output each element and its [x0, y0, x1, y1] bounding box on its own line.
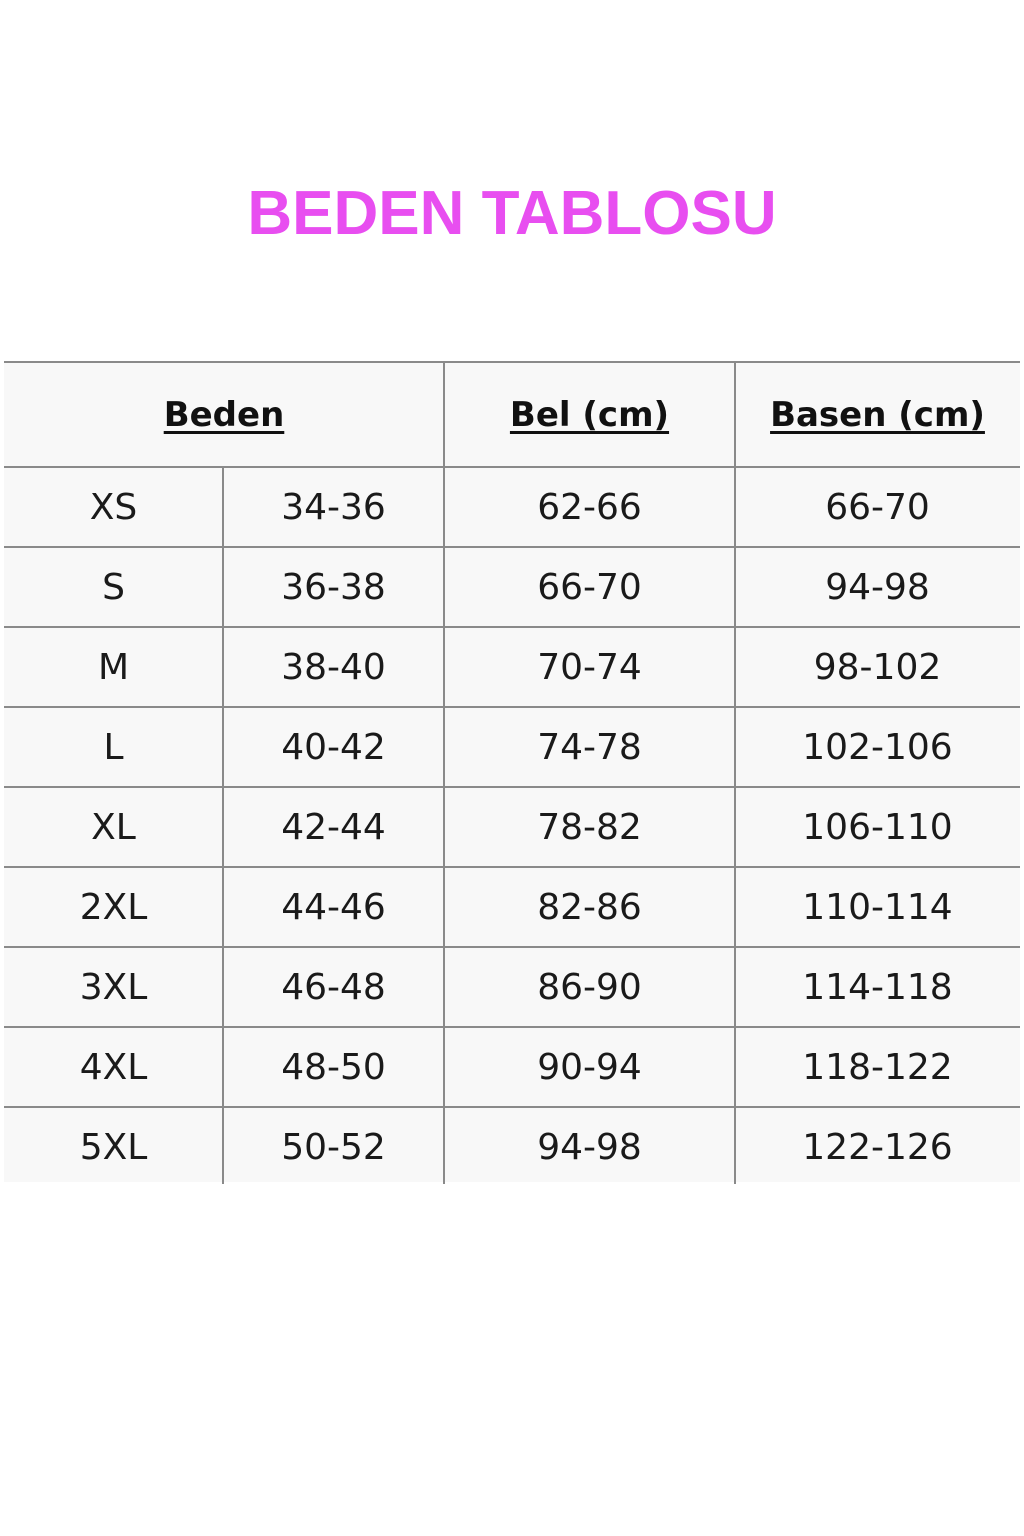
eu-size-cell: 46-48: [281, 966, 386, 1008]
eu-size-cell: 34-36: [281, 486, 386, 528]
size-cell: S: [102, 566, 125, 608]
size-cell: L: [103, 726, 124, 768]
size-cell: 3XL: [79, 966, 148, 1008]
size-cell: 5XL: [79, 1126, 148, 1168]
row-divider: [4, 786, 1020, 788]
waist-cell: 82-86: [537, 886, 642, 928]
eu-size-cell: 48-50: [281, 1046, 386, 1088]
column-divider: [443, 363, 445, 1184]
column-divider: [734, 363, 736, 1184]
hip-cell: 106-110: [802, 806, 953, 848]
size-cell: XL: [91, 806, 136, 848]
size-table: Beden Bel (cm) Basen (cm) XS 34-36 62-66 66…: [4, 361, 1020, 1184]
hip-cell: 114-118: [802, 966, 953, 1008]
hip-cell: 110-114: [802, 886, 953, 928]
column-divider: [222, 467, 224, 1184]
waist-cell: 78-82: [537, 806, 642, 848]
eu-size-cell: 44-46: [281, 886, 386, 928]
row-divider: [4, 706, 1020, 708]
waist-cell: 74-78: [537, 726, 642, 768]
waist-cell: 62-66: [537, 486, 642, 528]
hip-cell: 122-126: [802, 1126, 953, 1168]
eu-size-cell: 42-44: [281, 806, 386, 848]
eu-size-cell: 38-40: [281, 646, 386, 688]
row-divider: [4, 546, 1020, 548]
row-divider: [4, 466, 1020, 468]
header-bel: Bel (cm): [509, 395, 670, 435]
page-title: BEDEN TABLOSU: [247, 179, 777, 248]
size-cell: XS: [89, 486, 138, 528]
eu-size-cell: 50-52: [281, 1126, 386, 1168]
row-divider: [4, 1026, 1020, 1028]
waist-cell: 86-90: [537, 966, 642, 1008]
hip-cell: 98-102: [813, 646, 942, 688]
hip-cell: 66-70: [825, 486, 930, 528]
hip-cell: 118-122: [802, 1046, 953, 1088]
size-cell: 4XL: [79, 1046, 148, 1088]
size-cell: 2XL: [79, 886, 148, 928]
header-basen: Basen (cm): [770, 395, 985, 435]
eu-size-cell: 40-42: [281, 726, 386, 768]
eu-size-cell: 36-38: [281, 566, 386, 608]
waist-cell: 90-94: [537, 1046, 642, 1088]
header-beden: Beden: [163, 395, 285, 435]
hip-cell: 102-106: [802, 726, 953, 768]
waist-cell: 70-74: [537, 646, 642, 688]
row-divider: [4, 1106, 1020, 1108]
row-divider: [4, 946, 1020, 948]
size-cell: M: [97, 646, 130, 688]
hip-cell: 94-98: [825, 566, 930, 608]
waist-cell: 94-98: [537, 1126, 642, 1168]
row-divider: [4, 626, 1020, 628]
row-divider: [4, 866, 1020, 868]
waist-cell: 66-70: [537, 566, 642, 608]
